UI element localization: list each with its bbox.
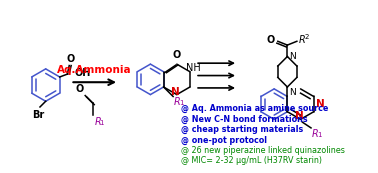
Text: R: R — [95, 117, 101, 128]
Text: @ cheap starting materials: @ cheap starting materials — [181, 125, 303, 134]
Text: 1: 1 — [179, 100, 183, 106]
Text: @ 26 new piperazine linked quinazolines: @ 26 new piperazine linked quinazolines — [181, 146, 345, 155]
Text: 1: 1 — [99, 120, 104, 126]
Text: N: N — [295, 111, 304, 121]
Text: N: N — [316, 99, 324, 109]
Text: NH: NH — [186, 63, 201, 73]
Text: OH: OH — [75, 68, 91, 78]
Text: R: R — [174, 97, 181, 107]
Text: R: R — [299, 35, 305, 45]
Text: N: N — [289, 88, 296, 97]
Text: @ MIC= 2-32 μg/mL (H37RV starin): @ MIC= 2-32 μg/mL (H37RV starin) — [181, 156, 322, 165]
Text: N: N — [171, 87, 180, 97]
Text: @ Aq. Ammonia as amine source: @ Aq. Ammonia as amine source — [181, 104, 328, 113]
Text: Br: Br — [32, 110, 44, 120]
Text: N: N — [289, 52, 296, 61]
Text: O: O — [75, 84, 83, 94]
Text: 2: 2 — [305, 34, 309, 40]
Text: O: O — [66, 54, 74, 64]
Text: O: O — [267, 35, 275, 45]
Text: @ New C-N bond formations: @ New C-N bond formations — [181, 115, 307, 124]
Text: O: O — [173, 50, 181, 60]
Text: R: R — [312, 129, 319, 139]
Text: 1: 1 — [318, 132, 322, 138]
Text: @ one-pot protocol: @ one-pot protocol — [181, 135, 267, 145]
Text: Aq.Ammonia: Aq.Ammonia — [57, 65, 132, 75]
